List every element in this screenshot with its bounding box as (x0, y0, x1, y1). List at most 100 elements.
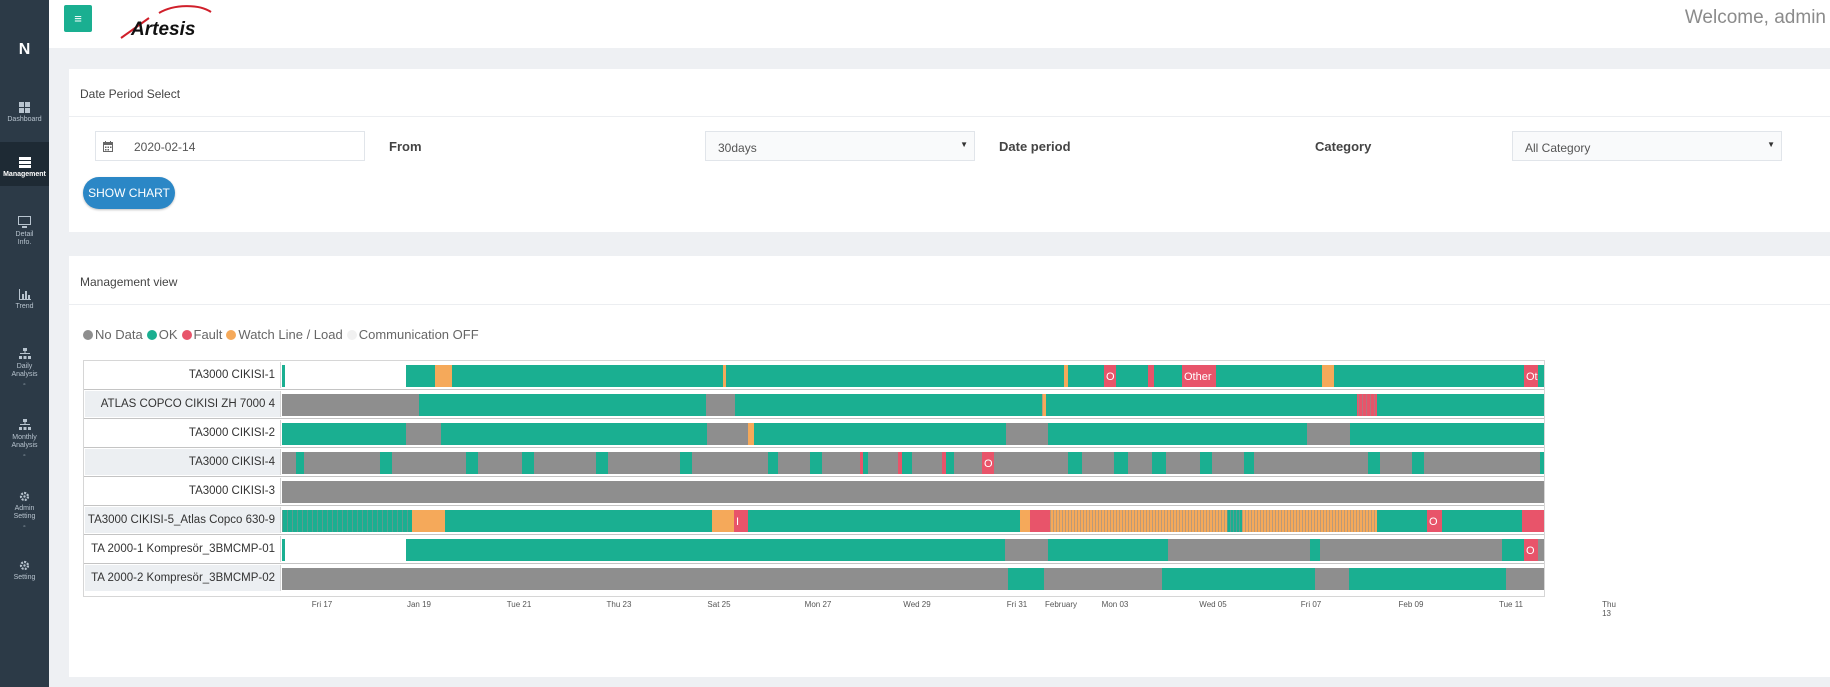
status-segment[interactable] (1350, 423, 1544, 445)
status-segment[interactable] (1042, 394, 1046, 416)
sidebar-item-management[interactable]: Management (0, 142, 49, 186)
legend-item-communication-off[interactable]: Communication OFF (346, 327, 479, 342)
status-segment[interactable] (1152, 452, 1166, 474)
status-segment[interactable] (1368, 452, 1380, 474)
status-segment[interactable] (406, 394, 419, 416)
menu-toggle-button[interactable]: ≡ (64, 5, 92, 32)
status-segment[interactable] (1020, 510, 1030, 532)
status-segment[interactable] (282, 423, 406, 445)
fault-segment[interactable] (982, 452, 994, 474)
status-segment[interactable] (435, 365, 452, 387)
status-segment[interactable] (282, 568, 1008, 590)
status-segment[interactable] (768, 452, 778, 474)
legend-item-ok[interactable]: OK (146, 327, 178, 342)
status-segment[interactable] (1522, 510, 1544, 532)
sidebar-item-daily-analysis[interactable]: Daily Analysis ▫ (0, 348, 49, 389)
status-segment[interactable] (1162, 568, 1315, 590)
status-segment[interactable] (1377, 394, 1544, 416)
status-segment[interactable] (1538, 365, 1544, 387)
status-segment[interactable] (412, 510, 445, 532)
status-segment[interactable] (466, 452, 478, 474)
show-chart-button[interactable]: SHOW CHART (83, 177, 175, 209)
status-segment[interactable] (1216, 365, 1322, 387)
status-segment[interactable] (1310, 539, 1320, 561)
date-input[interactable]: 2020-02-14 (95, 131, 365, 161)
status-segment[interactable] (1334, 365, 1524, 387)
status-segment[interactable] (1008, 568, 1044, 590)
status-segment[interactable] (282, 365, 285, 387)
status-segment[interactable] (448, 539, 1005, 561)
status-segment[interactable] (1377, 510, 1427, 532)
status-segment[interactable] (406, 423, 441, 445)
status-segment[interactable] (946, 452, 954, 474)
status-segment[interactable] (282, 539, 285, 561)
status-segment[interactable] (1148, 365, 1154, 387)
status-segment[interactable] (706, 394, 735, 416)
status-segment[interactable] (282, 394, 406, 416)
status-segment[interactable] (810, 452, 822, 474)
status-segment[interactable] (748, 510, 1020, 532)
fault-segment[interactable] (1182, 365, 1216, 387)
sidebar-item-trend[interactable]: Trend (0, 289, 49, 311)
sidebar-item-dashboard[interactable]: Dashboard (0, 98, 49, 142)
status-segment[interactable] (735, 394, 1042, 416)
fault-segment[interactable] (1104, 365, 1116, 387)
legend-item-no-data[interactable]: No Data (83, 327, 143, 342)
status-segment[interactable] (596, 452, 608, 474)
status-segment[interactable] (282, 481, 1544, 503)
status-segment[interactable] (1154, 365, 1182, 387)
status-segment[interactable] (1046, 394, 1357, 416)
status-segment[interactable] (754, 423, 1006, 445)
status-segment[interactable] (1502, 539, 1524, 561)
status-segment[interactable] (1320, 539, 1502, 561)
fault-segment[interactable] (1427, 510, 1441, 532)
status-segment[interactable] (902, 452, 912, 474)
status-segment[interactable] (723, 423, 748, 445)
sidebar-item-admin-setting[interactable]: Admin Setting ▫ (0, 491, 49, 531)
status-segment[interactable] (1068, 452, 1082, 474)
status-segment[interactable] (406, 365, 435, 387)
status-segment[interactable] (1048, 539, 1168, 561)
status-segment[interactable] (1114, 452, 1128, 474)
status-segment[interactable] (452, 365, 706, 387)
status-segment[interactable] (1506, 568, 1544, 590)
category-select[interactable]: All Category ▼ (1512, 131, 1782, 161)
status-segment[interactable] (706, 365, 723, 387)
status-segment[interactable] (380, 452, 392, 474)
status-segment[interactable] (860, 452, 863, 474)
status-segment[interactable] (419, 394, 706, 416)
status-segment[interactable] (726, 365, 1064, 387)
fault-segment[interactable] (1524, 365, 1538, 387)
status-segment[interactable] (1244, 452, 1254, 474)
status-segment[interactable] (1168, 539, 1310, 561)
status-segment[interactable] (1538, 539, 1544, 561)
status-segment[interactable] (898, 452, 902, 474)
status-segment[interactable] (1540, 452, 1544, 474)
legend-item-fault[interactable]: Fault (181, 327, 222, 342)
status-segment[interactable] (445, 510, 712, 532)
status-segment[interactable] (707, 423, 723, 445)
status-segment[interactable] (1030, 510, 1050, 532)
status-segment[interactable] (1068, 365, 1104, 387)
status-segment[interactable] (1116, 365, 1148, 387)
status-segment[interactable] (1048, 423, 1307, 445)
status-segment[interactable] (1349, 568, 1506, 590)
status-segment[interactable] (723, 365, 726, 387)
status-segment[interactable] (1006, 423, 1048, 445)
status-segment[interactable] (1064, 365, 1068, 387)
status-segment[interactable] (1200, 452, 1212, 474)
status-segment[interactable] (1442, 510, 1522, 532)
status-segment[interactable] (1322, 365, 1334, 387)
status-segment[interactable] (1412, 452, 1424, 474)
status-segment[interactable] (441, 423, 707, 445)
status-segment[interactable] (1307, 423, 1350, 445)
status-segment[interactable] (296, 452, 304, 474)
sidebar-item-setting[interactable]: Setting (0, 560, 49, 582)
status-segment[interactable] (748, 423, 754, 445)
fault-segment[interactable] (734, 510, 748, 532)
status-segment[interactable] (680, 452, 692, 474)
status-segment[interactable] (1005, 539, 1048, 561)
status-segment[interactable] (1315, 568, 1349, 590)
sidebar-item-monthly-analysis[interactable]: Monthly Analysis ▫ (0, 419, 49, 460)
fault-segment[interactable] (1524, 539, 1538, 561)
